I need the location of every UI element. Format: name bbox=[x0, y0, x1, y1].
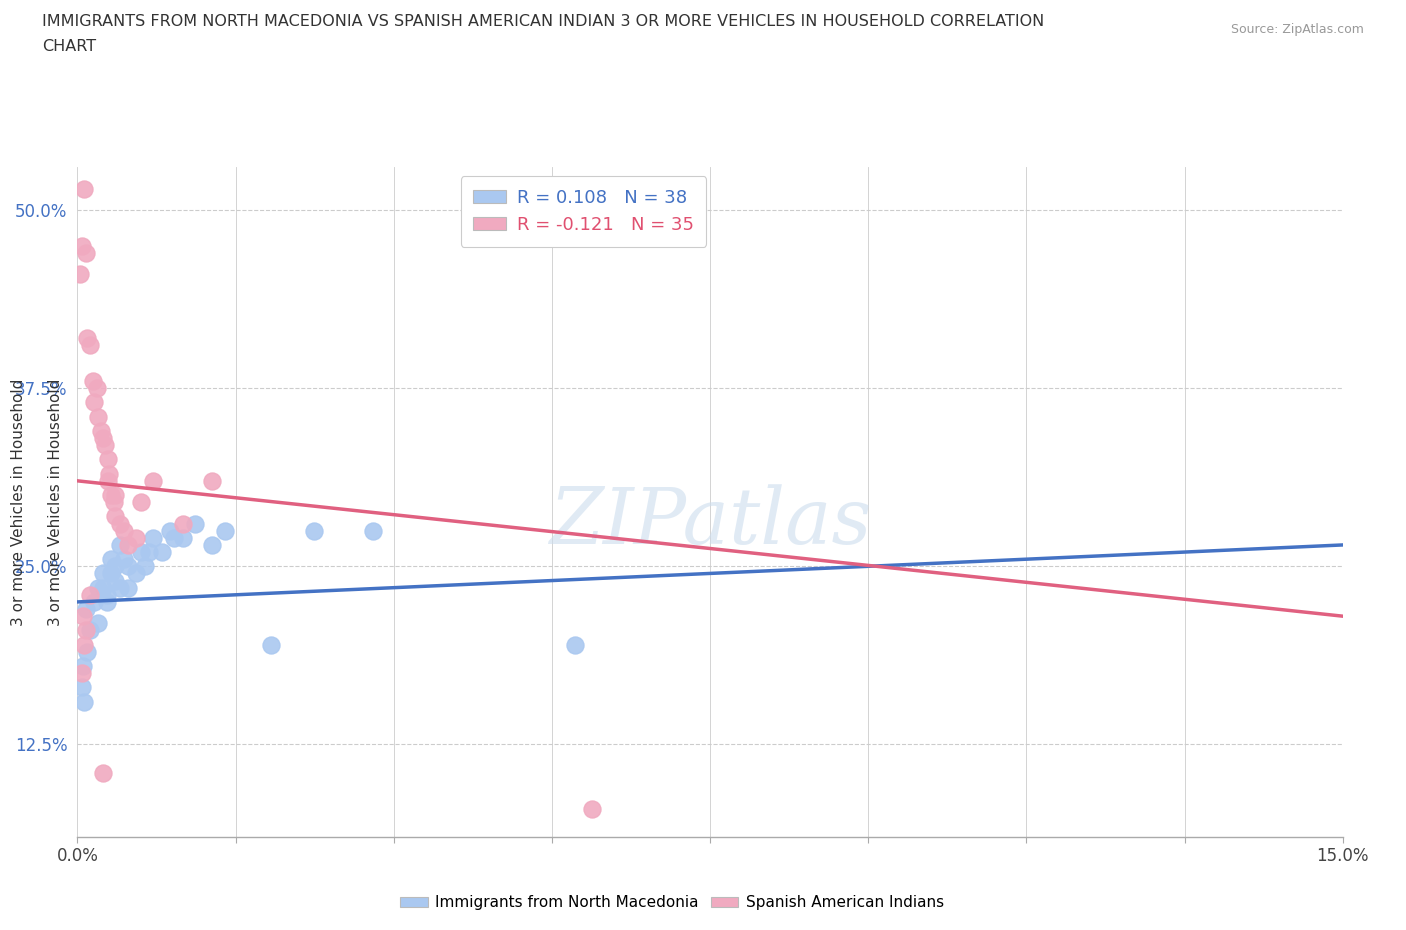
Point bbox=[76, 331, 98, 346]
Text: CHART: CHART bbox=[42, 39, 96, 54]
Point bbox=[76, 644, 98, 659]
Point bbox=[82, 374, 104, 389]
Point bbox=[91, 580, 114, 595]
Point bbox=[129, 495, 152, 510]
Y-axis label: 3 or more Vehicles in Household: 3 or more Vehicles in Household bbox=[48, 379, 63, 626]
Point bbox=[91, 431, 114, 445]
Point bbox=[159, 524, 181, 538]
Point bbox=[117, 538, 139, 552]
Point bbox=[117, 559, 139, 574]
Point bbox=[104, 509, 127, 524]
Text: IMMIGRANTS FROM NORTH MACEDONIA VS SPANISH AMERICAN INDIAN 3 OR MORE VEHICLES IN: IMMIGRANTS FROM NORTH MACEDONIA VS SPANI… bbox=[42, 14, 1045, 29]
Point bbox=[163, 530, 186, 545]
Point bbox=[108, 538, 131, 552]
Point bbox=[103, 495, 125, 510]
Text: ZIPatlas: ZIPatlas bbox=[548, 485, 872, 561]
Point bbox=[86, 380, 108, 395]
Point bbox=[70, 666, 93, 681]
Point bbox=[97, 452, 120, 467]
Point bbox=[87, 580, 110, 595]
Point bbox=[104, 573, 127, 588]
Point bbox=[87, 409, 110, 424]
Point bbox=[79, 338, 101, 352]
Point bbox=[100, 566, 122, 581]
Point bbox=[72, 238, 94, 253]
Point bbox=[94, 438, 117, 453]
Point bbox=[214, 524, 236, 538]
Point bbox=[73, 694, 96, 709]
Point bbox=[97, 473, 120, 488]
Point bbox=[564, 637, 586, 652]
Point bbox=[581, 801, 603, 816]
Point bbox=[142, 530, 165, 545]
Point bbox=[90, 423, 112, 438]
Point bbox=[69, 267, 91, 282]
Point bbox=[100, 551, 122, 566]
Point bbox=[260, 637, 283, 652]
Point bbox=[172, 516, 194, 531]
Point bbox=[108, 516, 131, 531]
Point bbox=[96, 594, 118, 609]
Point bbox=[142, 473, 165, 488]
Text: Source: ZipAtlas.com: Source: ZipAtlas.com bbox=[1230, 23, 1364, 36]
Point bbox=[104, 559, 127, 574]
Point bbox=[73, 181, 96, 196]
Point bbox=[96, 588, 118, 603]
Point bbox=[72, 658, 94, 673]
Point bbox=[138, 545, 160, 560]
Point bbox=[72, 609, 94, 624]
Point bbox=[201, 473, 224, 488]
Point bbox=[201, 538, 224, 552]
Point bbox=[73, 637, 96, 652]
Point bbox=[98, 466, 121, 481]
Point bbox=[172, 530, 194, 545]
Point bbox=[91, 566, 114, 581]
Point bbox=[79, 588, 101, 603]
Point bbox=[117, 580, 139, 595]
Point bbox=[75, 602, 97, 617]
Point bbox=[70, 680, 93, 695]
Point bbox=[108, 580, 131, 595]
Point bbox=[129, 545, 152, 560]
Point bbox=[150, 545, 173, 560]
Point bbox=[184, 516, 207, 531]
Point bbox=[91, 765, 114, 780]
Point bbox=[100, 487, 122, 502]
Point bbox=[112, 524, 135, 538]
Point bbox=[75, 246, 97, 260]
Point bbox=[125, 530, 148, 545]
Point bbox=[87, 616, 110, 631]
Point bbox=[83, 395, 105, 410]
Point bbox=[302, 524, 325, 538]
Point bbox=[112, 551, 135, 566]
Point bbox=[79, 623, 101, 638]
Point bbox=[361, 524, 384, 538]
Point bbox=[75, 623, 97, 638]
Point bbox=[83, 594, 105, 609]
Point bbox=[104, 487, 127, 502]
Point bbox=[134, 559, 156, 574]
Legend: Immigrants from North Macedonia, Spanish American Indians: Immigrants from North Macedonia, Spanish… bbox=[394, 889, 950, 916]
Text: 3 or more Vehicles in Household: 3 or more Vehicles in Household bbox=[11, 379, 25, 626]
Point bbox=[125, 566, 148, 581]
